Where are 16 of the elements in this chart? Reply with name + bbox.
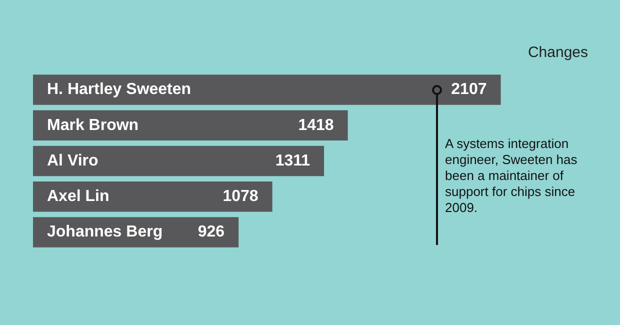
bar: [33, 74, 501, 105]
y-tick-label: Mark Brown: [47, 116, 139, 134]
data-label: 1418: [298, 116, 334, 134]
y-tick-label: Johannes Berg: [47, 224, 163, 241]
data-label: 2107: [451, 81, 487, 98]
data-label: 1078: [222, 188, 258, 206]
bar: [33, 146, 324, 176]
bar: [33, 110, 348, 141]
annotation: A systems integration engineer, Sweeten has been a maintainer of support for chips since 2009.: [445, 136, 578, 216]
data-label: 926: [198, 224, 225, 241]
x-axis-title: Changes: [528, 44, 588, 61]
y-tick-label: H. Hartley Sweeten: [47, 81, 192, 98]
data-label: 1311: [275, 152, 310, 170]
bar: [33, 181, 272, 212]
y-tick-label: Al Viro: [47, 152, 98, 170]
y-tick-label: Axel Lin: [47, 188, 110, 206]
